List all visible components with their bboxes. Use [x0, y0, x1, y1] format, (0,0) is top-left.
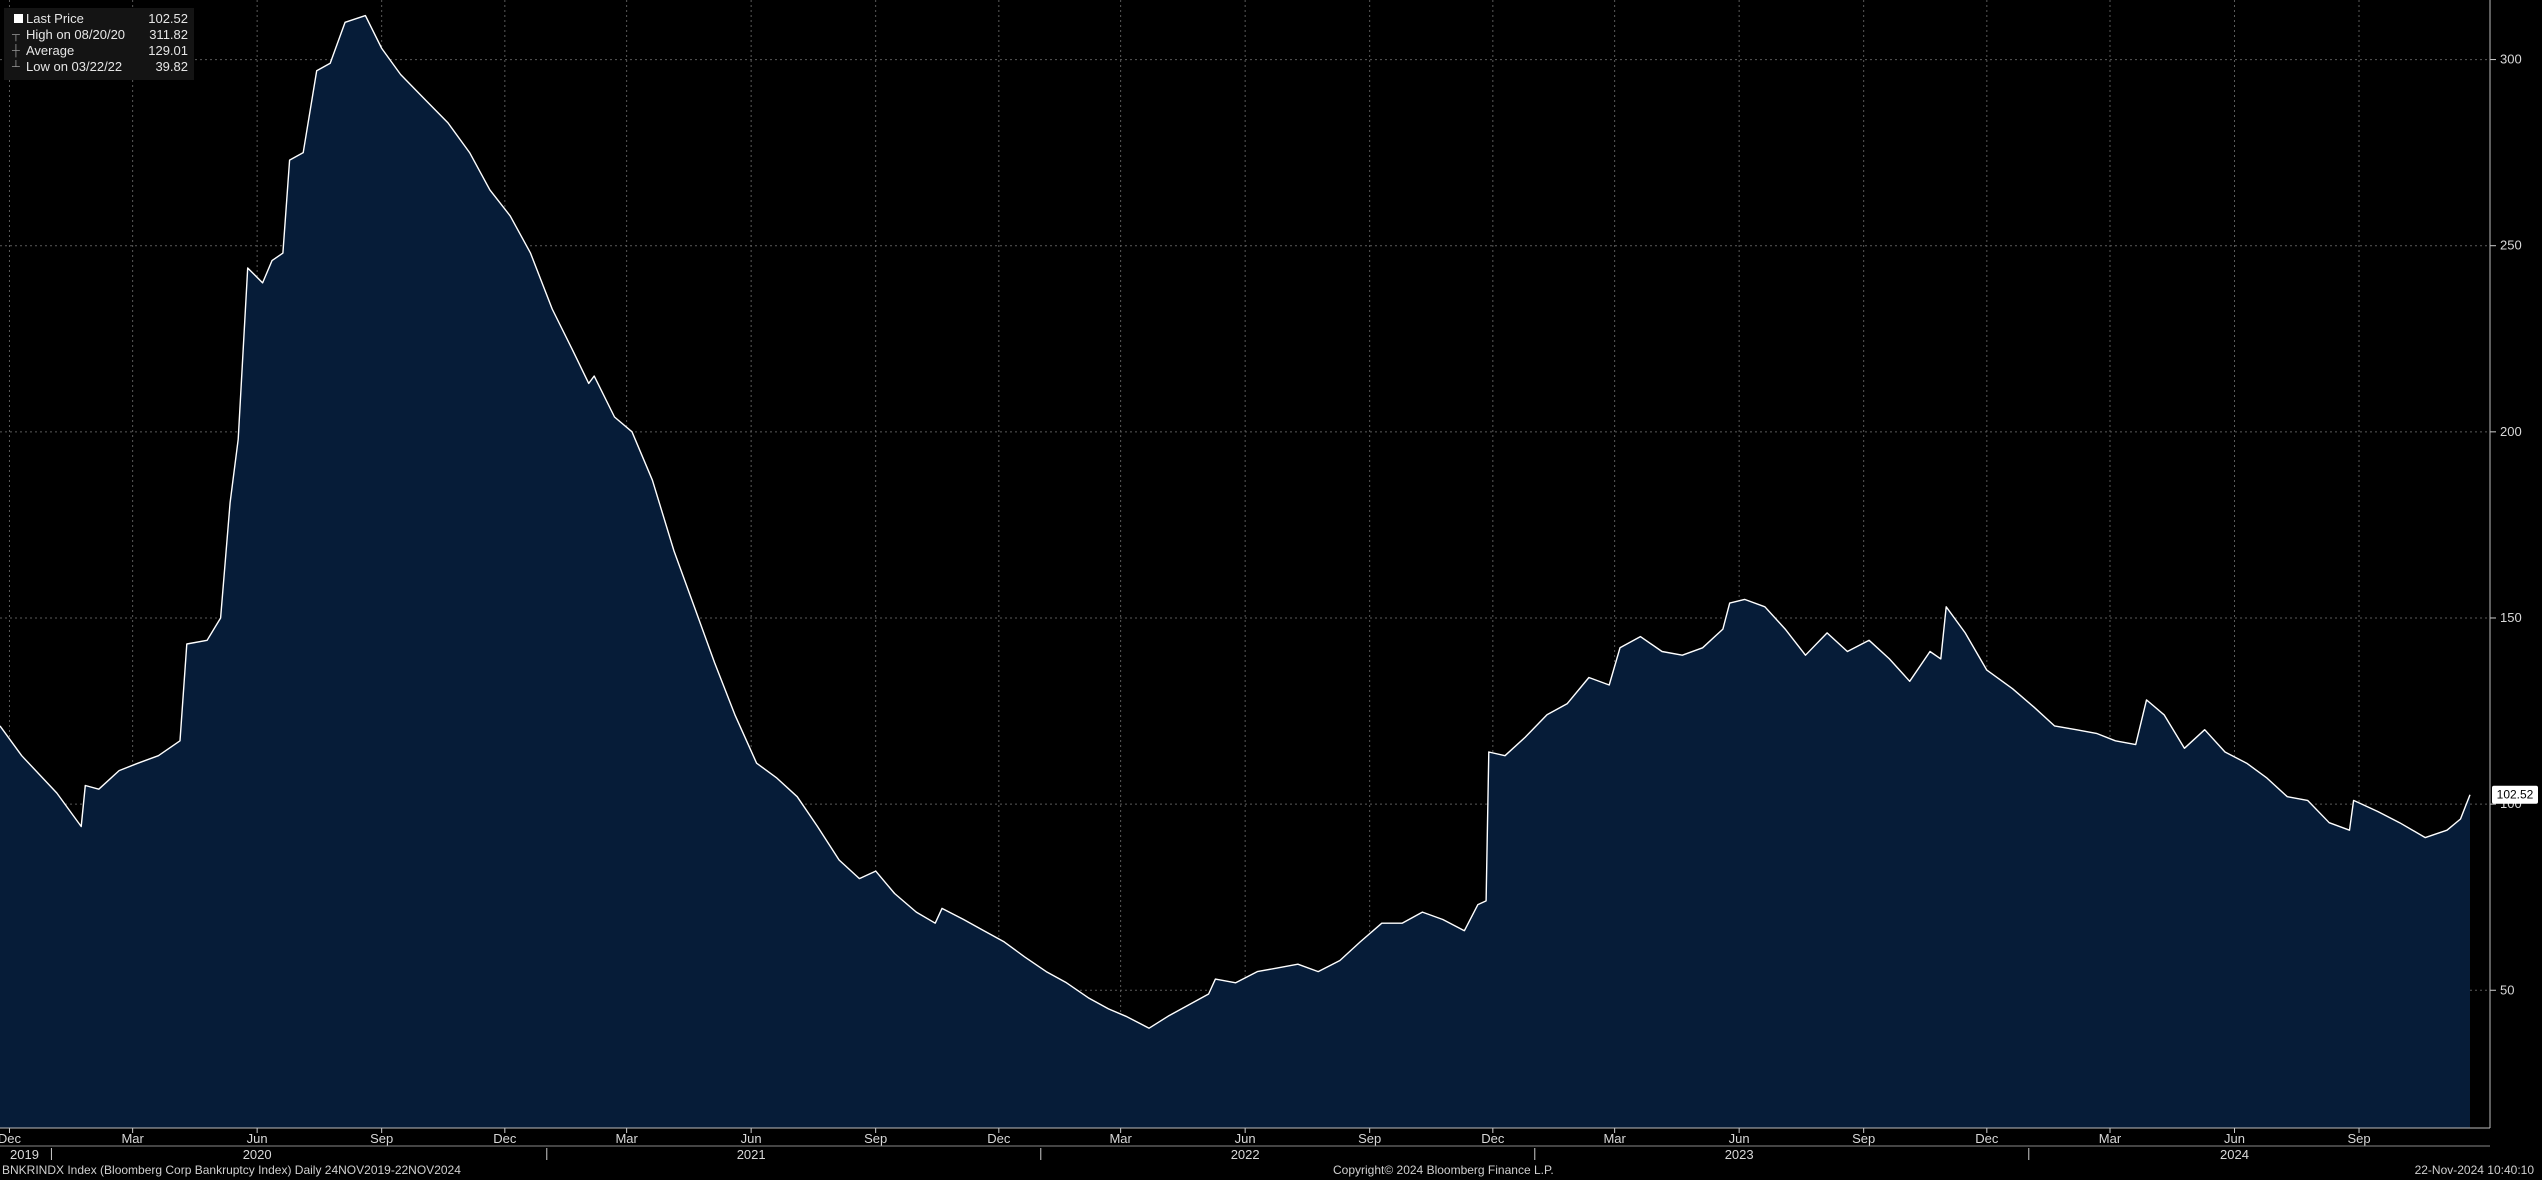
y-tick-label: 200 — [2500, 424, 2522, 439]
last-price-box — [2492, 785, 2538, 804]
x-tick-label: Mar — [121, 1131, 144, 1146]
series-line — [0, 14, 2471, 1029]
legend: Last Price 102.52 ┬ High on 08/20/20 311… — [4, 8, 194, 80]
x-tick-label: Jun — [247, 1131, 268, 1146]
x-tick-label: Sep — [1358, 1131, 1381, 1146]
last-price-label: 102.52 — [2497, 788, 2534, 802]
year-label: 2023 — [1725, 1147, 1754, 1162]
year-label: 2022 — [1231, 1147, 1260, 1162]
series-area — [0, 15, 2470, 1129]
footer-security-description: BNKRINDX Index (Bloomberg Corp Bankruptc… — [2, 1163, 461, 1177]
x-tick-label: Sep — [2347, 1131, 2370, 1146]
legend-high-value: 311.82 — [149, 27, 188, 42]
average-marker-icon: ┼ — [12, 45, 20, 57]
x-tick-label: Sep — [370, 1131, 393, 1146]
x-tick-label: Jun — [1729, 1131, 1750, 1146]
footer-copyright: Copyright© 2024 Bloomberg Finance L.P. — [1333, 1163, 1554, 1177]
y-tick-label: 50 — [2500, 982, 2514, 997]
legend-last-value: 102.52 — [148, 11, 188, 26]
legend-row-average: ┼ Average 129.01 — [12, 43, 188, 59]
y-tick-label: 300 — [2500, 52, 2522, 67]
legend-last-label: Last Price — [26, 11, 84, 26]
legend-high-label: High on 08/20/20 — [26, 27, 126, 42]
x-tick-label: Mar — [1603, 1131, 1626, 1146]
legend-swatch — [14, 14, 23, 23]
legend-row-low: ┴ Low on 03/22/22 39.82 — [12, 59, 188, 75]
x-tick-label: Mar — [1109, 1131, 1132, 1146]
x-tick-label: Dec — [1975, 1131, 1999, 1146]
legend-average-value: 129.01 — [148, 43, 188, 58]
year-label: 2024 — [2220, 1147, 2249, 1162]
legend-low-value: 39.82 — [155, 59, 188, 74]
y-tick-label: 250 — [2500, 238, 2522, 253]
x-tick-label: Dec — [493, 1131, 517, 1146]
x-tick-label: Sep — [1852, 1131, 1875, 1146]
x-tick-label: Jun — [1235, 1131, 1256, 1146]
x-tick-label: Mar — [2099, 1131, 2122, 1146]
axes — [0, 0, 2496, 1160]
tick-labels: 50100150200250300DecMarJunSepDecMarJunSe… — [0, 52, 2538, 1162]
high-marker-icon: ┬ — [12, 29, 20, 41]
legend-row-high: ┬ High on 08/20/20 311.82 — [12, 27, 188, 43]
x-tick-label: Jun — [741, 1131, 762, 1146]
footer-timestamp: 22-Nov-2024 10:40:10 — [2414, 1163, 2534, 1177]
legend-low-label: Low on 03/22/22 — [26, 59, 123, 74]
year-label: 2021 — [737, 1147, 766, 1162]
legend-average-label: Average — [26, 43, 75, 58]
y-tick-label: 150 — [2500, 610, 2522, 625]
low-marker-icon: ┴ — [12, 61, 20, 73]
year-label: 2020 — [243, 1147, 272, 1162]
x-tick-label: Jun — [2224, 1131, 2245, 1146]
x-tick-label: Mar — [615, 1131, 638, 1146]
x-tick-label: Dec — [0, 1131, 22, 1146]
x-tick-label: Sep — [864, 1131, 887, 1146]
x-tick-label: Dec — [987, 1131, 1011, 1146]
x-tick-label: Dec — [1481, 1131, 1505, 1146]
year-label: 2019 — [10, 1147, 39, 1162]
legend-row-last: Last Price 102.52 — [12, 11, 188, 27]
